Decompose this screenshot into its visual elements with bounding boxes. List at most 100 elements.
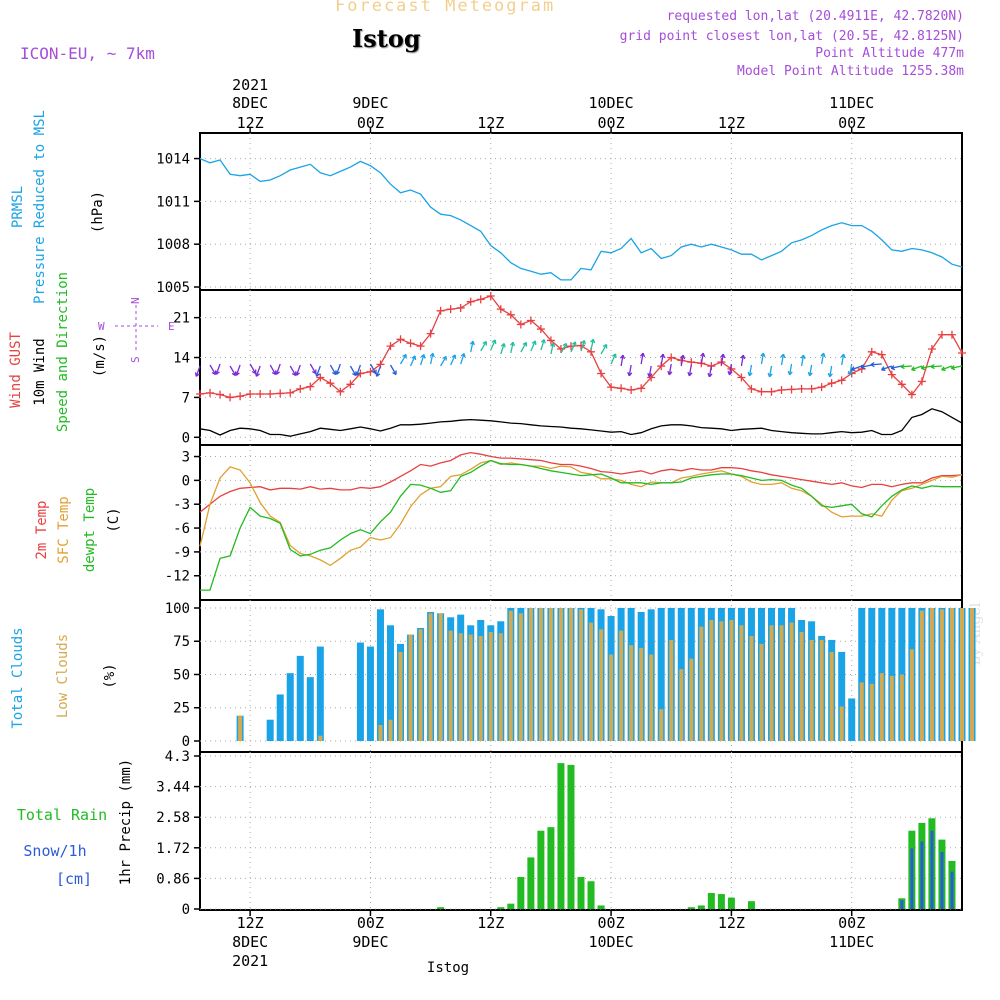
wind-direction-arrow [930, 365, 942, 368]
low-cloud-bar [929, 607, 934, 741]
wind-arrow-head [840, 353, 846, 359]
wind-arrow-head [787, 370, 793, 376]
wind-direction-arrow [951, 365, 963, 369]
temperature-ytick-label: -6 [173, 521, 190, 537]
wind-direction-arrow [728, 363, 733, 375]
low-cloud-bar [939, 609, 944, 741]
temperature-frame [199, 444, 963, 601]
compass-s: S [129, 356, 142, 363]
gust-marker [597, 369, 606, 378]
precip-ytick-label: 1.72 [156, 841, 190, 857]
low-cloud-bar [639, 647, 644, 741]
low-cloud-bar [558, 607, 563, 741]
wind-arrow-head [451, 354, 457, 360]
wind-arrow-head [429, 352, 435, 358]
gust-marker [476, 295, 485, 304]
wind-arrow-head [611, 353, 617, 359]
gust-marker [196, 389, 204, 398]
low-cloud-bar [629, 645, 634, 741]
wind-arrow-head [540, 339, 546, 344]
station-title: Istog [352, 24, 421, 53]
wind-arrow-head [500, 343, 506, 348]
rain-bar [587, 881, 595, 909]
wind-direction-arrow [520, 342, 527, 353]
pressure-ytick-label: 1011 [156, 194, 190, 210]
wind-direction-arrow [510, 342, 514, 354]
wind-arrow-head [590, 338, 596, 344]
low-cloud-bar [949, 607, 954, 741]
rain-bar [687, 907, 695, 909]
total-cloud-bar [276, 694, 284, 741]
low-cloud-bar [919, 610, 924, 741]
low-cloud-bar [388, 719, 393, 741]
wind-arrow-head [870, 361, 875, 368]
wind-arrow-head [880, 366, 886, 372]
wind-direction-arrow [780, 354, 785, 366]
gust-marker [546, 336, 555, 345]
wind-arrow-head [827, 372, 833, 378]
rain-bar [717, 894, 725, 909]
wind-arrow-head [460, 353, 466, 358]
gust-marker [687, 358, 696, 367]
wind-arrow-head [767, 372, 773, 378]
wind-direction-arrow [809, 364, 813, 376]
wind-direction-arrow [429, 353, 434, 365]
temperature-ytick-label: -3 [173, 497, 190, 513]
gust-marker [436, 306, 445, 315]
low-cloud-bar [599, 629, 604, 741]
gust-marker [897, 380, 906, 389]
low-cloud-bar [458, 633, 463, 741]
wind-arrow-head [920, 365, 926, 371]
pressure-ytick-label: 1005 [156, 280, 190, 296]
gust-marker [877, 350, 886, 359]
wind-direction-arrow [530, 340, 536, 352]
clouds-ytick-label: 50 [173, 667, 190, 683]
wind-arrow-head [707, 372, 713, 378]
wind-direction-arrow [209, 364, 217, 375]
wind-direction-arrow [269, 364, 277, 375]
rain-bar [567, 764, 575, 909]
wind-direction-arrow [215, 363, 221, 375]
wind-direction-arrow [289, 365, 297, 376]
wind-direction-arrow [490, 339, 496, 351]
wind-direction-arrow [295, 364, 301, 376]
rain-bar [497, 907, 505, 909]
wind-direction-arrow [700, 353, 704, 365]
wind-direction-arrow [275, 363, 281, 375]
low-cloud-bar [478, 635, 483, 741]
wind-direction-arrow [249, 363, 257, 374]
wind-direction-arrow [376, 365, 382, 377]
wind-direction-arrow [440, 356, 447, 367]
low-cloud-bar [679, 669, 684, 741]
wind-direction-arrow [369, 363, 377, 374]
wind-arrow-head [550, 342, 556, 348]
clouds-axis-label: Total Clouds [10, 627, 26, 728]
wind-arrow-head [411, 355, 417, 361]
time-label-top-year: 2021 [232, 76, 268, 94]
low-cloud-bar [669, 639, 674, 741]
wind-direction-arrow [570, 341, 577, 353]
wind-direction-arrow [600, 344, 608, 355]
time-label-bottom-day: 9DEC [352, 933, 388, 951]
gust-marker [617, 384, 626, 393]
wind-direction-arrow [329, 364, 337, 375]
total-cloud-bar [316, 646, 324, 741]
low-cloud-bar [699, 626, 704, 741]
time-label-bottom-hour: 00Z [838, 914, 865, 932]
wind-direction-arrow [829, 365, 833, 377]
model-label: ICON-EU, ~ 7km [20, 44, 155, 63]
wind-direction-arrow [789, 363, 793, 375]
total-cloud-bar [286, 673, 294, 741]
wind-direction-arrow [315, 365, 321, 377]
low-cloud-bar [579, 609, 583, 741]
gust-marker [276, 389, 285, 398]
wind-axis-label: Wind GUST [8, 332, 24, 408]
gust-marker [817, 383, 826, 392]
low-cloud-bar [789, 622, 794, 741]
wind-arrow-head [392, 370, 397, 376]
wind-direction-arrow [229, 365, 237, 376]
temperature-series-line [199, 459, 963, 567]
wind-direction-arrow [628, 364, 632, 376]
snow-bar [900, 900, 904, 909]
wind-direction-arrow [860, 364, 872, 368]
